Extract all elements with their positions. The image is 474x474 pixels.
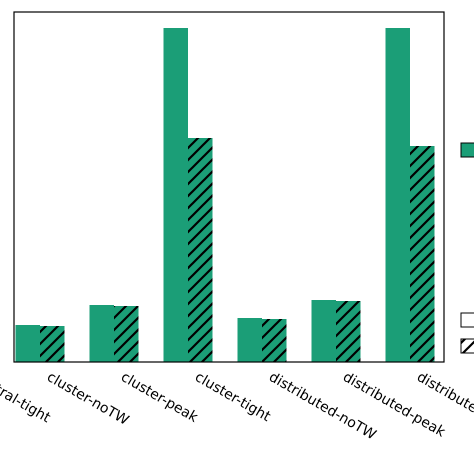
bar <box>237 318 262 362</box>
x-tick-label: cluster-tight <box>192 369 274 425</box>
bar-hatch <box>40 326 65 362</box>
bar-hatch <box>114 306 139 362</box>
plot-area <box>15 28 435 362</box>
legend-swatch <box>460 312 474 328</box>
x-tick-label: cluster-noTW <box>44 369 131 429</box>
bar <box>385 28 410 362</box>
bar <box>311 300 336 362</box>
legend-swatch <box>460 338 474 354</box>
x-tick-label: cluster-peak <box>118 369 201 426</box>
bar <box>89 305 114 362</box>
x-axis: central-tightcluster-noTWcluster-peakclu… <box>0 369 474 443</box>
bar-hatch <box>410 146 435 362</box>
bar <box>163 28 188 362</box>
legend-swatch <box>460 142 474 158</box>
bar-hatch <box>336 301 361 362</box>
bar-hatch <box>188 138 213 362</box>
plot-frame <box>13 11 445 363</box>
bar-hatch <box>262 319 287 362</box>
x-tick-label: central-tight <box>0 369 53 426</box>
bar <box>15 325 40 362</box>
